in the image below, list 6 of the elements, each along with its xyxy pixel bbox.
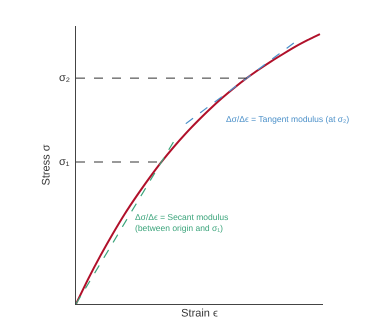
annotation: Δσ/Δϵ = Tangent modulus (at σ₂) <box>226 114 350 124</box>
ref-line-label: σ₁ <box>59 156 70 168</box>
ref-line-label: σ₂ <box>59 72 70 84</box>
y-axis-title: Stress σ <box>40 144 53 186</box>
annotation: Δσ/Δϵ = Secant modulus (between origin and σ₁) <box>135 212 228 234</box>
x-axis-title: Strain ϵ <box>181 307 218 320</box>
